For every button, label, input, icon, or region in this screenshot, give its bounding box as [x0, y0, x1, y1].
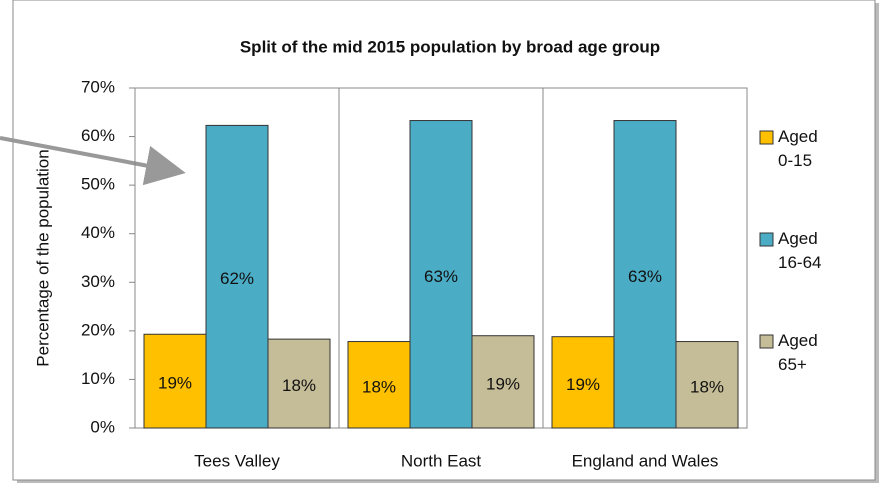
- y-tick-label: 60%: [81, 126, 115, 145]
- legend-label-line: Aged: [778, 127, 818, 146]
- y-tick-label: 70%: [81, 77, 115, 96]
- bar: [267, 338, 331, 429]
- value-label: 63%: [628, 267, 662, 286]
- pointer-arrow: [0, 136, 186, 186]
- bar: [551, 336, 615, 429]
- x-tick-label: England and Wales: [572, 451, 719, 470]
- y-axis-label: Percentage of the population: [33, 149, 52, 366]
- chart-title: Split of the mid 2015 population by broa…: [240, 37, 660, 56]
- bar: [675, 341, 739, 429]
- legend-label-line: Aged: [778, 229, 818, 248]
- value-label: 19%: [158, 374, 192, 393]
- y-tick-label: 10%: [81, 369, 115, 388]
- value-label: 19%: [486, 374, 520, 393]
- legend-label-line: 16-64: [778, 253, 821, 272]
- value-label: 18%: [282, 376, 316, 395]
- y-tick-label: 50%: [81, 175, 115, 194]
- value-label: 62%: [220, 269, 254, 288]
- bar: [205, 124, 269, 429]
- value-label: 63%: [424, 267, 458, 286]
- y-tick-label: 40%: [81, 223, 115, 242]
- legend-swatch: [759, 130, 774, 145]
- legend-label-line: 65+: [778, 355, 807, 374]
- y-tick-label: 20%: [81, 320, 115, 339]
- bar: [471, 335, 535, 429]
- bar: [613, 120, 677, 429]
- value-label: 18%: [690, 377, 724, 396]
- x-tick-label: Tees Valley: [194, 451, 280, 470]
- legend-label: Aged 0-15: [778, 127, 818, 170]
- legend-label: Aged 65+: [778, 331, 818, 374]
- legend-label: Aged 16-64: [778, 229, 821, 272]
- x-tick-label: North East: [401, 451, 482, 470]
- legend-label-line: Aged: [778, 331, 818, 350]
- bar: [347, 341, 411, 429]
- value-label: 18%: [362, 377, 396, 396]
- legend-swatch: [759, 232, 774, 247]
- bar: [409, 120, 473, 429]
- legend-swatch: [759, 334, 774, 349]
- y-tick-label: 0%: [90, 417, 115, 436]
- legend-label-line: 0-15: [778, 151, 812, 170]
- value-label: 19%: [566, 375, 600, 394]
- y-tick-label: 30%: [81, 272, 115, 291]
